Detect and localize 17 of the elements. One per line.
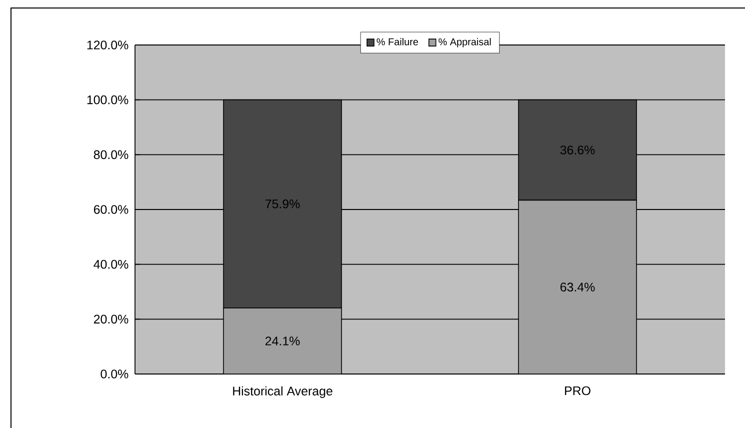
legend-label: % Failure <box>376 38 418 46</box>
bar <box>223 308 342 374</box>
y-tick-label: 0.0% <box>100 370 128 378</box>
x-tick-label: Historical Average <box>233 386 332 398</box>
data-label: 75.9% <box>265 199 300 208</box>
y-tick-label: 120.0% <box>87 40 128 50</box>
data-label: 36.6% <box>560 146 595 154</box>
y-tick-label: 100.0% <box>87 95 128 104</box>
x-tick-label: PRO <box>565 386 590 396</box>
data-label: 63.4% <box>560 282 595 292</box>
bar <box>518 200 637 374</box>
data-label: 24.1% <box>265 336 300 346</box>
y-tick-label: 60.0% <box>94 205 128 214</box>
y-tick-label: 20.0% <box>94 314 128 324</box>
y-tick-label: 80.0% <box>94 150 128 160</box>
y-tick-label: 40.0% <box>94 260 128 269</box>
legend-label: % Appraisal <box>438 38 491 48</box>
